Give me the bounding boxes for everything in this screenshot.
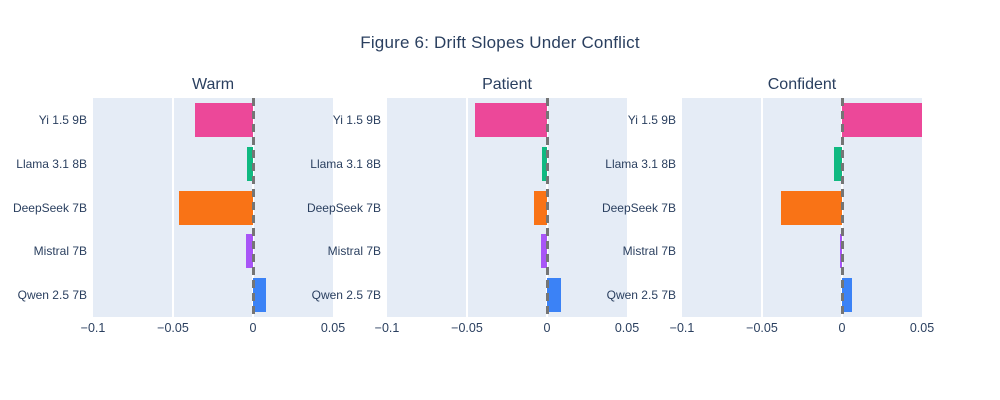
gridline [466, 98, 468, 317]
subplot-confident: Confident Yi 1.5 9B Llama 3.1 8B DeepSeek 7… [594, 76, 934, 340]
x-tick-label: −0.1 [80, 321, 106, 335]
bar-patient-deepseek-7b [534, 190, 547, 225]
subplot-patient: Patient Yi 1.5 9B Llama 3.1 8B DeepSeek 7B M… [299, 76, 639, 340]
bar-warm-mistral-7b [245, 234, 253, 269]
y-axis-label: Qwen 2.5 7B [606, 288, 676, 303]
zero-line [545, 98, 549, 317]
x-tick-label: −0.1 [374, 321, 400, 335]
y-axis-label: DeepSeek 7B [306, 200, 381, 215]
subplot-title-confident: Confident [767, 76, 837, 93]
y-axis-label: Mistral 7B [33, 244, 87, 259]
y-axis-label: DeepSeek 7B [12, 200, 87, 215]
zero-line [251, 98, 255, 317]
figure-title: Figure 6: Drift Slopes Under Conflict [360, 33, 640, 52]
y-axis-label: Qwen 2.5 7B [311, 288, 381, 303]
bar-warm-qwen-2-5-7b [253, 278, 266, 313]
subplot-title-patient: Patient [482, 76, 532, 93]
zero-line [840, 98, 844, 317]
y-axis-label: Mistral 7B [622, 244, 676, 259]
subplot-title-warm: Warm [191, 76, 235, 93]
x-tick-label: −0.1 [669, 321, 695, 335]
x-tick-label: −0.05 [451, 321, 483, 335]
y-axis-label: Yi 1.5 9B [332, 112, 381, 127]
gridline [172, 98, 174, 317]
bar-confident-llama-3-1-8b [834, 146, 842, 181]
gridline [761, 98, 763, 317]
y-axis-label: Yi 1.5 9B [38, 112, 87, 127]
bar-warm-llama-3-1-8b [247, 146, 253, 181]
x-tick-label: 0.05 [909, 321, 935, 335]
x-tick-label: 0.05 [614, 321, 640, 335]
x-tick-label: 0 [838, 321, 846, 335]
subplot-warm: Warm Yi 1.5 9B Llama 3.1 8B DeepSeek 7B Mist… [5, 76, 345, 340]
y-axis-label: Qwen 2.5 7B [17, 288, 87, 303]
bar-confident-qwen-2-5-7b [842, 278, 852, 313]
bar-patient-qwen-2-5-7b [547, 278, 562, 313]
x-tick-label: 0.05 [320, 321, 346, 335]
bar-warm-yi-1-5-9b [195, 102, 253, 137]
plot-area-confident [682, 98, 922, 317]
x-tick-label: 0 [543, 321, 551, 335]
y-axis-label: Llama 3.1 8B [310, 156, 381, 171]
bar-patient-yi-1-5-9b [475, 102, 547, 137]
x-tick-label: 0 [249, 321, 257, 335]
x-tick-label: −0.05 [746, 321, 778, 335]
y-axis-label: Mistral 7B [327, 244, 381, 259]
y-axis-label: Llama 3.1 8B [16, 156, 87, 171]
plot-area-warm [93, 98, 333, 317]
bar-patient-mistral-7b [540, 234, 547, 269]
bar-warm-deepseek-7b [179, 190, 253, 225]
bar-confident-yi-1-5-9b [842, 102, 922, 137]
bar-patient-llama-3-1-8b [542, 146, 547, 181]
x-tick-label: −0.05 [157, 321, 189, 335]
plot-area-patient [387, 98, 627, 317]
bar-confident-deepseek-7b [781, 190, 842, 225]
y-axis-label: DeepSeek 7B [601, 200, 676, 215]
y-axis-label: Yi 1.5 9B [627, 112, 676, 127]
y-axis-label: Llama 3.1 8B [605, 156, 676, 171]
